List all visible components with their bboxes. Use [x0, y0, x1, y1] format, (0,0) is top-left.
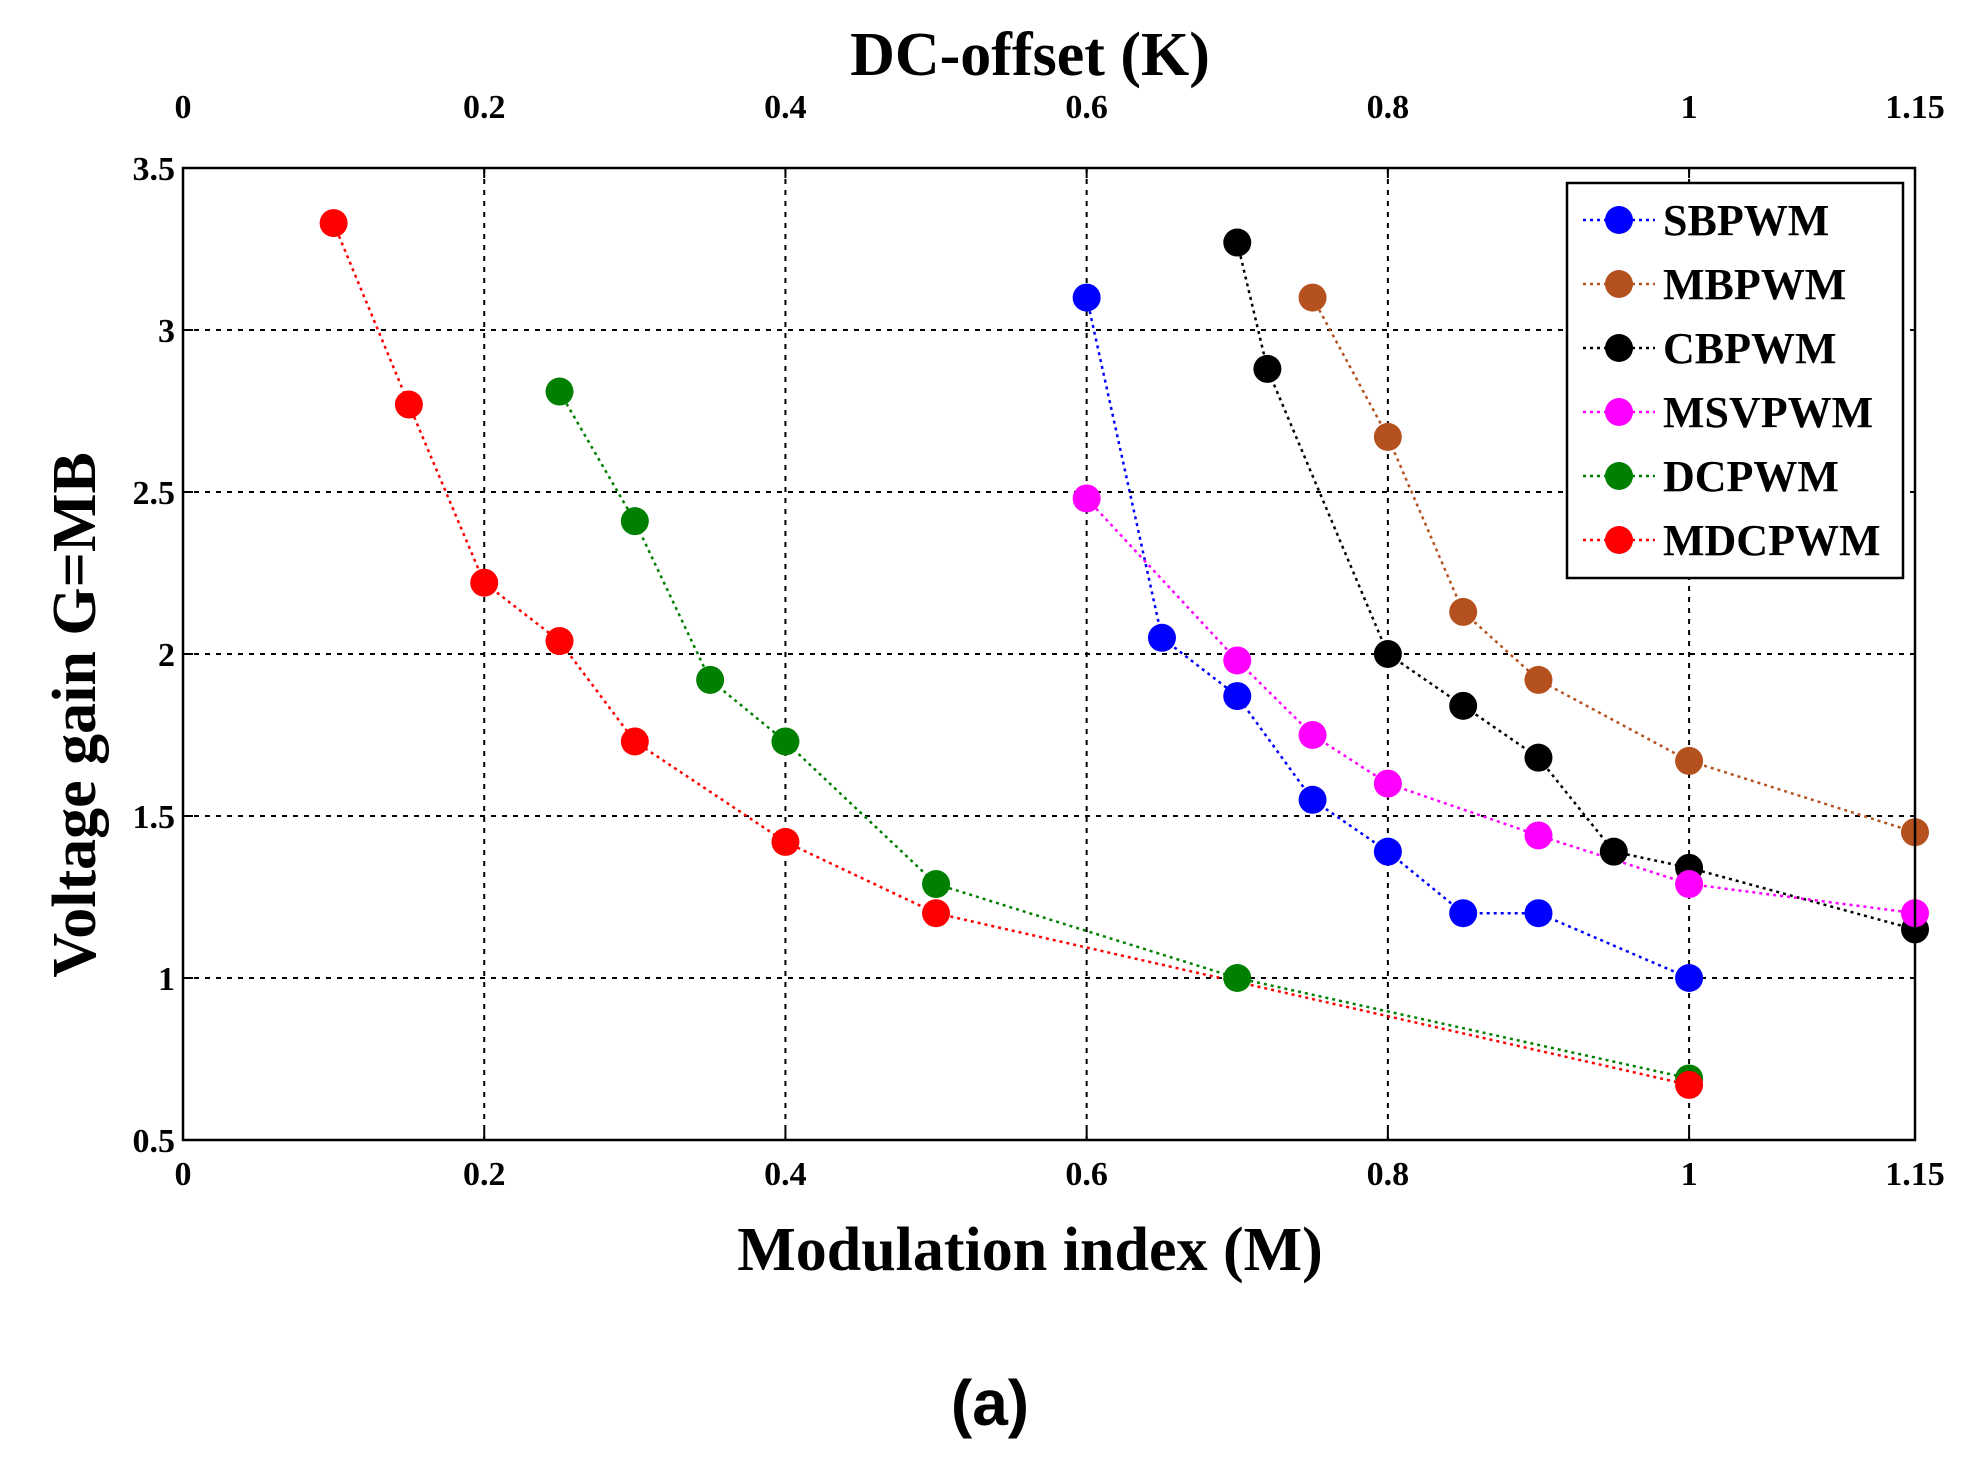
data-point-dcpwm-4: [922, 870, 951, 899]
legend-marker-msvpwm: [1605, 398, 1633, 426]
data-point-dcpwm-0: [545, 377, 574, 406]
x-tick-label-6: 1.15: [1885, 1156, 1945, 1193]
data-point-sbpwm-2: [1223, 682, 1252, 711]
data-point-mdcpwm-4: [620, 727, 649, 756]
legend: SBPWM MBPWM CBPWM MSVPWM DCPWM MDCPWM: [1565, 181, 1905, 580]
data-point-mdcpwm-1: [394, 390, 423, 419]
data-point-mbpwm-2: [1449, 597, 1478, 626]
top-tick-label-2: 0.4: [764, 89, 807, 126]
data-point-dcpwm-2: [696, 665, 725, 694]
data-point-sbpwm-4: [1373, 837, 1402, 866]
data-point-cbpwm-0: [1223, 228, 1252, 257]
y-tick-label-5: 3: [158, 313, 175, 350]
series-line-sbpwm: [1085, 297, 1690, 980]
data-point-cbpwm-1: [1253, 354, 1282, 383]
series-line-mbpwm: [1311, 297, 1916, 834]
data-point-msvpwm-0: [1072, 484, 1101, 513]
data-point-msvpwm-5: [1675, 870, 1704, 899]
data-point-sbpwm-5: [1449, 899, 1478, 928]
data-point-sbpwm-6: [1524, 899, 1553, 928]
top-tick-label-5: 1: [1681, 89, 1698, 126]
data-point-mdcpwm-3: [545, 627, 574, 656]
x-tick-label-1: 0.2: [463, 1156, 506, 1193]
legend-box: [1565, 181, 1905, 580]
data-point-cbpwm-2: [1373, 640, 1402, 668]
x-tick-label-3: 0.6: [1065, 1156, 1108, 1193]
x-tick-label-0: 0: [175, 1156, 192, 1193]
top-tick-label-1: 0.2: [463, 89, 506, 126]
legend-marker-dcpwm: [1605, 462, 1633, 490]
top-axis-title: DC-offset (K): [850, 21, 1210, 89]
data-point-dcpwm-3: [771, 727, 800, 756]
data-point-msvpwm-3: [1373, 769, 1402, 798]
data-point-mbpwm-3: [1524, 665, 1553, 694]
top-tick-label-4: 0.8: [1367, 89, 1410, 126]
data-point-sbpwm-1: [1147, 623, 1176, 652]
data-point-msvpwm-2: [1298, 721, 1327, 749]
legend-label-sbpwm: SBPWM: [1663, 196, 1829, 245]
y-tick-label-4: 2.5: [133, 475, 176, 512]
data-point-mdcpwm-6: [922, 899, 951, 928]
legend-label-cbpwm: CBPWM: [1663, 324, 1837, 373]
y-axis-title: Voltage gain G=MB: [41, 452, 109, 978]
series-points: [319, 209, 1929, 1099]
legend-label-mbpwm: MBPWM: [1663, 260, 1846, 309]
legend-marker-cbpwm: [1605, 334, 1633, 362]
series-line-dcpwm: [558, 390, 1690, 1080]
data-point-sbpwm-0: [1072, 283, 1101, 312]
data-point-msvpwm-4: [1524, 821, 1553, 850]
legend-label-mdcpwm: MDCPWM: [1663, 516, 1881, 565]
data-point-sbpwm-7: [1675, 964, 1704, 992]
data-point-mdcpwm-0: [319, 209, 348, 238]
legend-marker-sbpwm: [1605, 206, 1633, 234]
data-point-mbpwm-4: [1675, 746, 1704, 775]
y-tick-label-6: 3.5: [133, 151, 176, 188]
data-point-mdcpwm-2: [470, 568, 499, 597]
series-line-mdcpwm: [332, 222, 1690, 1087]
data-point-dcpwm-5: [1223, 964, 1252, 992]
y-axis-ticks: 0.5 1 1.5 2 2.5 3 3.5: [133, 151, 193, 1160]
top-axis-ticks: 0 0.2 0.4 0.6 0.8 1 1.15: [175, 89, 1945, 178]
legend-label-msvpwm: MSVPWM: [1663, 388, 1873, 437]
top-tick-label-0: 0: [175, 89, 192, 126]
data-point-cbpwm-3: [1449, 691, 1478, 720]
x-tick-label-5: 1: [1681, 1156, 1698, 1193]
top-tick-label-3: 0.6: [1065, 89, 1108, 126]
data-point-msvpwm-1: [1223, 646, 1252, 675]
y-tick-label-3: 2: [158, 637, 175, 674]
figure-caption: (a): [951, 1367, 1029, 1439]
data-point-cbpwm-4: [1524, 743, 1553, 772]
data-point-mdcpwm-5: [771, 827, 800, 856]
x-axis-ticks: 0 0.2 0.4 0.6 0.8 1 1.15: [175, 1130, 1945, 1193]
legend-marker-mbpwm: [1605, 270, 1633, 298]
data-point-mbpwm-0: [1298, 283, 1327, 312]
x-tick-label-4: 0.8: [1367, 1156, 1410, 1193]
data-point-dcpwm-1: [620, 507, 649, 536]
legend-marker-mdcpwm: [1605, 526, 1633, 554]
y-tick-label-2: 1.5: [133, 799, 176, 836]
legend-label-dcpwm: DCPWM: [1663, 452, 1839, 501]
data-point-cbpwm-5: [1599, 837, 1628, 866]
y-tick-label-0: 0.5: [133, 1123, 176, 1160]
data-point-mdcpwm-7: [1675, 1070, 1704, 1099]
x-tick-label-2: 0.4: [764, 1156, 807, 1193]
top-tick-label-6: 1.15: [1885, 89, 1945, 126]
y-tick-label-1: 1: [158, 961, 175, 998]
data-point-sbpwm-3: [1298, 785, 1327, 814]
x-axis-title: Modulation index (M): [737, 1216, 1323, 1284]
data-point-mbpwm-1: [1373, 422, 1402, 451]
